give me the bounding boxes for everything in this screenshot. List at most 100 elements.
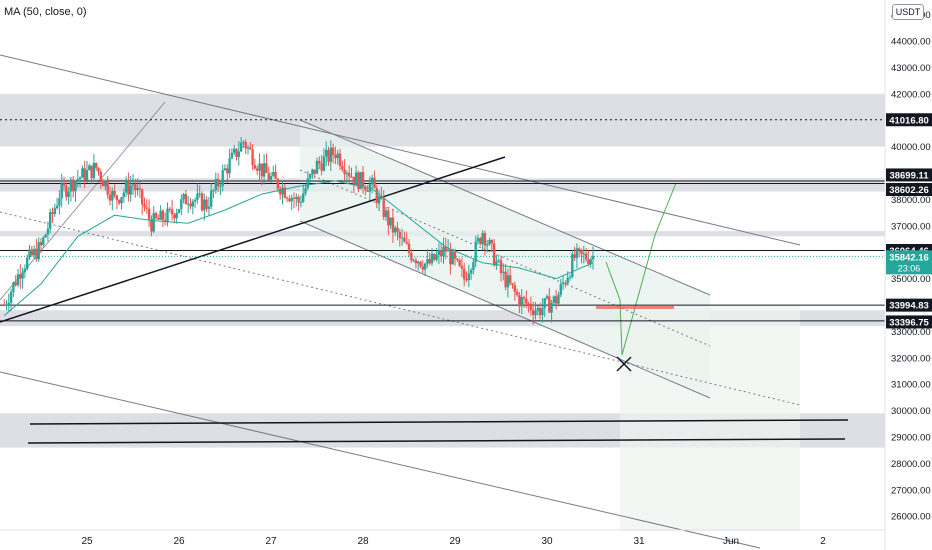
candle-body-169: [391, 217, 395, 233]
candle-body-199: [460, 265, 464, 269]
time-tick-4: 29: [449, 536, 461, 547]
candle-body-94: [219, 185, 222, 187]
candle-body-67: [157, 217, 160, 220]
candle-body-161: [373, 177, 376, 189]
candle-body-231: [534, 310, 537, 316]
candle-body-197: [456, 258, 459, 260]
candle-body-0: [3, 305, 6, 306]
candle-body-175: [405, 242, 408, 244]
candle-body-125: [290, 197, 293, 202]
candle-body-149: [345, 173, 349, 175]
candle-body-25: [60, 183, 63, 199]
long-channel-upper: [0, 54, 801, 246]
candle-body-225: [520, 297, 523, 307]
candle-body-18: [44, 234, 47, 238]
candle-body-201: [465, 279, 468, 281]
price-tick-17: 43000.00: [891, 63, 931, 74]
time-axis: 25 26 27 28 29 30 31 Jun 2: [0, 529, 885, 547]
candle-body-219: [506, 275, 510, 288]
long-channel-lower: [0, 371, 761, 549]
price-tick-6: 32000.00: [891, 353, 931, 364]
level-tag-text-5: 33396.75: [889, 317, 929, 328]
candle-body-217: [502, 271, 505, 274]
candle-body-250: [578, 248, 581, 250]
candle-body-227: [525, 298, 528, 304]
candle-body-78: [182, 193, 185, 200]
candle-body-103: [239, 142, 243, 152]
candle-body-119: [276, 178, 280, 189]
candle-body-150: [348, 173, 351, 177]
candle-body-17: [42, 237, 45, 246]
candle-body-151: [350, 176, 353, 178]
candle-body-85: [198, 193, 201, 195]
price-tick-1: 27000.00: [891, 485, 931, 496]
projection-fill: [620, 306, 800, 531]
candle-body-186: [430, 253, 434, 264]
candle-body-72: [168, 208, 171, 210]
candle-body-3: [9, 291, 13, 303]
price-tick-12: 38000.00: [891, 195, 931, 206]
candle-body-61: [143, 204, 146, 208]
candle-body-245: [566, 277, 569, 284]
candle-body-223: [515, 291, 519, 296]
candle-body-5: [14, 282, 17, 286]
price-tick-11: 37000.00: [891, 221, 931, 232]
candle-body-254: [587, 259, 590, 265]
candle-body-246: [568, 276, 572, 278]
candle-body-51: [120, 197, 123, 204]
candle-body-189: [437, 250, 441, 255]
candle-body-152: [352, 176, 355, 186]
candle-body-118: [274, 171, 277, 179]
indicator-label[interactable]: MA (50, close, 0): [4, 6, 87, 18]
candle-body-95: [221, 170, 224, 186]
price-tick-9: 35000.00: [891, 274, 931, 285]
price-tick-14: 40000.00: [891, 142, 931, 153]
candle-body-168: [389, 217, 392, 226]
candle-body-113: [262, 163, 266, 177]
candle-body-60: [141, 189, 144, 205]
candle-body-58: [136, 188, 139, 191]
candle-body-133: [308, 174, 312, 179]
candle-body-87: [203, 199, 206, 211]
candle-body-46: [108, 194, 112, 201]
candle-body-131: [304, 188, 307, 194]
candle-body-26: [62, 183, 66, 186]
candle-body-160: [371, 177, 374, 185]
candle-body-193: [446, 249, 450, 252]
candle-body-92: [214, 178, 217, 191]
candle-body-171: [396, 227, 399, 232]
price-tick-2: 28000.00: [891, 459, 931, 470]
candle-body-215: [497, 260, 500, 262]
candle-body-165: [382, 197, 385, 217]
candle-body-185: [428, 259, 431, 264]
candle-body-82: [191, 201, 194, 207]
candle-body-216: [499, 260, 503, 274]
candle-body-59: [138, 188, 142, 190]
candle-body-30: [72, 179, 75, 192]
candle-body-145: [336, 153, 339, 158]
candle-body-7: [19, 274, 22, 279]
candle-body-104: [242, 142, 245, 144]
price-tags: 41016.8038699.1138602.2636064.4633994.83…: [886, 113, 932, 329]
candle-body-114: [265, 163, 268, 174]
candle-body-34: [81, 168, 84, 178]
rising-trendline-black: [0, 156, 506, 323]
candle-body-190: [440, 250, 443, 257]
candle-body-226: [522, 297, 526, 299]
candle-body-220: [509, 275, 512, 284]
level-tag-bg-5: [886, 315, 932, 329]
candle-body-192: [444, 246, 447, 252]
candle-body-130: [302, 193, 305, 202]
candle-body-96: [223, 168, 227, 171]
candle-body-134: [311, 169, 314, 175]
currency-badge[interactable]: USDT: [892, 4, 924, 20]
candle-body-153: [354, 172, 358, 186]
candle-body-19: [46, 228, 50, 235]
candle-body-243: [561, 283, 565, 285]
candle-body-208: [481, 232, 484, 244]
time-tick-0: 25: [81, 536, 93, 547]
candle-body-141: [327, 149, 330, 162]
level-tag-bg-4: [886, 298, 932, 312]
candle-body-12: [30, 249, 33, 256]
